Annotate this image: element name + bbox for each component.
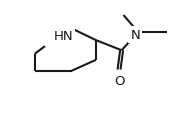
Text: N: N	[131, 29, 140, 41]
Text: O: O	[114, 75, 124, 88]
Text: HN: HN	[53, 30, 73, 43]
Text: O: O	[114, 74, 124, 87]
